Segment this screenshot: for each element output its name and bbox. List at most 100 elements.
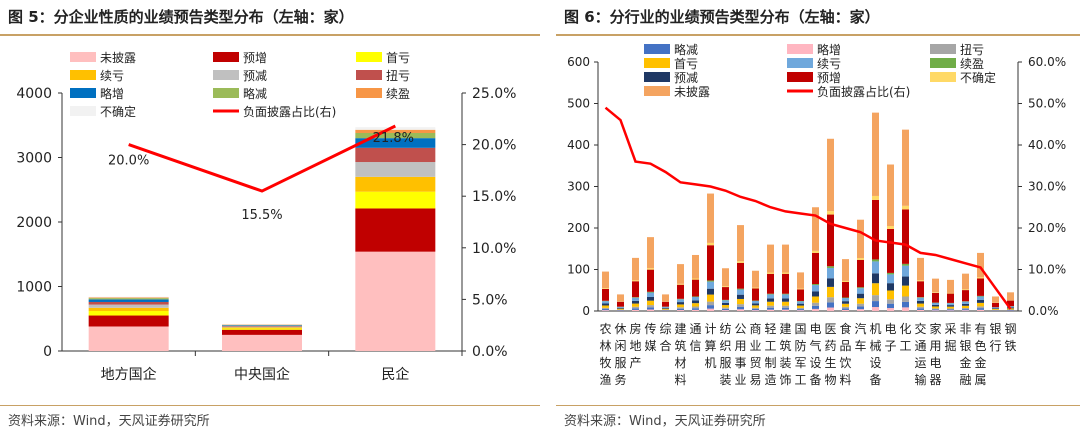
bar-segment [887, 303, 894, 309]
bar-segment [222, 329, 302, 335]
x-tick-label: 设 [809, 356, 821, 370]
x-tick-label: 造 [764, 373, 776, 387]
bar-segment [222, 325, 302, 326]
bar-segment [737, 309, 744, 311]
x-tick-label: 综 [659, 322, 671, 336]
bar-segment [932, 292, 939, 303]
x-tick-label: 用 [734, 339, 746, 353]
bar-segment [887, 272, 894, 275]
x-tick-label: 休 [614, 322, 626, 336]
bar-segment [872, 261, 879, 274]
bar-segment [977, 252, 984, 278]
x-tick-label: 农 [599, 322, 611, 336]
x-tick-label: 牧 [599, 356, 611, 370]
y-left-tick-label: 200 [567, 221, 590, 235]
bar-segment [797, 309, 804, 311]
x-tick-label: 房 [629, 321, 641, 336]
bar-segment [842, 281, 849, 298]
figure-6-title: 图 6：分行业的业绩预告类型分布（左轴：家） [564, 8, 880, 26]
bar-segment [842, 280, 849, 282]
bar-segment [812, 207, 819, 251]
bar-segment [827, 267, 834, 279]
bar-segment [782, 309, 789, 311]
x-tick-label: 掘 [944, 338, 956, 353]
bar-segment [632, 306, 639, 309]
bar-segment [842, 301, 849, 304]
bar-segment [932, 309, 939, 311]
bar-segment [602, 301, 609, 304]
bar-segment [842, 298, 849, 302]
bar-segment [355, 147, 436, 163]
bar-segment [992, 308, 999, 310]
bar-segment [88, 304, 169, 308]
bar-segment [812, 305, 819, 309]
bar-segment [355, 132, 436, 139]
bar-segment [707, 242, 714, 246]
x-tick-label: 色 [974, 339, 986, 353]
bar-segment [962, 310, 969, 311]
bar-segment [617, 307, 624, 309]
legend-label: 预减 [243, 69, 267, 83]
bar-segment [355, 176, 436, 192]
bar-segment [617, 301, 624, 307]
x-tick-label: 品 [839, 339, 851, 353]
legend-label: 续盈 [386, 87, 410, 101]
bar-segment [88, 296, 169, 298]
bar-segment [677, 299, 684, 303]
bar-segment [797, 289, 804, 301]
y-right-tick-label: 25.0% [472, 86, 516, 102]
bar-segment [647, 292, 654, 297]
bar-segment [977, 296, 984, 300]
bar-segment [842, 297, 849, 299]
legend-label: 略增 [817, 42, 841, 57]
bar-segment [692, 279, 699, 297]
bar-segment [632, 297, 639, 301]
x-tick-label: 材 [674, 356, 686, 370]
bar-segment [917, 306, 924, 309]
y-right-tick-label: 0.0% [1028, 304, 1059, 318]
bar-segment [782, 305, 789, 308]
bar-segment [827, 138, 834, 212]
bar-segment [797, 272, 804, 289]
bar-segment [647, 237, 654, 269]
bar-segment [767, 305, 774, 308]
bar-segment [602, 307, 609, 310]
legend-swatch [644, 44, 670, 54]
bar-segment [647, 296, 654, 301]
bar-segment [647, 309, 654, 311]
x-tick-label: 汽 [854, 321, 866, 336]
bar-segment [632, 297, 639, 298]
x-tick-label: 械 [869, 338, 881, 353]
x-tick-label: 公 [734, 322, 746, 336]
x-tick-label: 采 [944, 322, 956, 336]
bar-segment [647, 300, 654, 306]
bar-segment [902, 296, 909, 302]
x-tick-label: 金 [974, 355, 986, 370]
bar-segment [692, 300, 699, 304]
x-tick-label: 输 [914, 372, 926, 387]
bar-segment [902, 205, 909, 210]
x-tick-label: 纺 [719, 322, 731, 336]
y-right-tick-label: 50.0% [1028, 97, 1066, 111]
x-tick-label: 设 [869, 356, 881, 370]
x-tick-label: 贸 [749, 356, 761, 370]
bar-segment [797, 310, 804, 311]
bar-segment [977, 309, 984, 311]
bar-segment [752, 305, 759, 308]
legend-swatch [644, 86, 670, 96]
bar-segment [887, 164, 894, 227]
bar-segment [827, 286, 834, 298]
bar-segment [962, 273, 969, 290]
bar-segment [677, 302, 684, 305]
bar-segment [977, 306, 984, 309]
bar-segment [842, 308, 849, 310]
bar-segment [857, 303, 864, 307]
bar-segment [737, 298, 744, 305]
x-tick-label: 闲 [614, 339, 626, 353]
y-right-tick-label: 15.0% [472, 189, 516, 205]
bar-segment [812, 252, 819, 285]
x-tick-label: 家 [929, 321, 941, 336]
bar-segment [947, 306, 954, 309]
figure-5-title: 图 5：分企业性质的业绩预告类型分布（左轴：家） [8, 8, 354, 26]
bar-segment [782, 307, 789, 310]
